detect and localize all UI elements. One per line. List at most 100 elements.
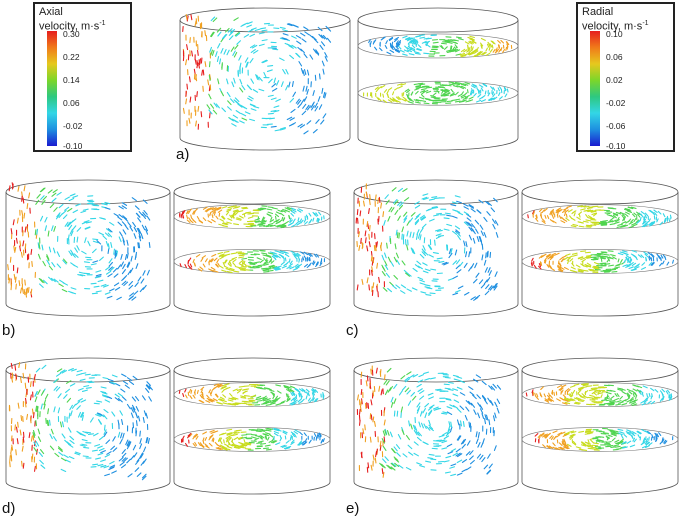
panel-a-axial-cylinder-plane-vector [301,38,307,43]
panel-e-axial-cylinder-plane-vector [390,401,394,408]
panel-a-radial-cylinder-lower-vector [430,95,436,98]
panel-c-radial-cylinder-upper-vector [633,212,638,217]
panel-e-axial-cylinder-plane-vector [395,444,401,450]
panel-d-axial-cylinder-plane-vector [35,420,38,427]
panel-b-radial-cylinder-lower-vector [189,263,193,268]
panel-b-axial-cylinder-jet-vector [22,240,25,247]
panel-c-radial-cylinder-upper-vector [622,224,629,228]
panel-c-radial-cylinder-upper-vector [580,208,586,211]
panel-d-radial-cylinder-upper-vector [240,395,246,398]
panel-e-radial-cylinder-lower-vector [621,441,627,445]
panel-a-radial-cylinder-lower-vector [448,83,455,86]
panel-a-radial-cylinder-lower-vector [488,97,494,102]
panel-e-radial-cylinder-upper-vector [570,398,576,401]
panel-e-radial-cylinder-upper-vector [562,394,567,399]
panel-b-axial-cylinder-plane-vector [148,241,151,249]
panel-e-axial-cylinder-jet-vector [379,440,382,447]
panel-e-radial-cylinder-lower-vector [552,446,558,450]
panel-a-radial-cylinder-lower-vector [386,90,389,95]
panel-e-radial-cylinder-lower-vector [611,437,616,442]
panel-d-radial-cylinder-lower-vector [272,440,278,444]
panel-d-radial-cylinder-lower-vector [301,441,307,446]
panel-b-radial-cylinder-upper-vector [213,211,216,216]
panel-c-radial-cylinder-lower-vector [648,262,653,266]
panel-c-radial-cylinder-upper-vector [640,211,645,215]
panel-c-radial-cylinder-upper-vector [610,207,617,210]
panel-e-axial-cylinder-plane-vector [389,385,393,392]
panel-d-axial-cylinder-plane-vector [143,446,147,453]
panel-b-radial-cylinder-upper-vector [186,219,191,224]
panel-c-radial-cylinder-lower-vector [559,262,562,267]
panel-c-radial-cylinder-upper-vector [620,224,627,227]
panel-a-axial-cylinder-plane-vector [318,33,323,39]
panel-d-axial-cylinder-jet-vector [22,372,25,379]
panel-d-axial-cylinder-jet-vector [14,364,17,371]
panel-b-radial-cylinder-upper-vector [265,225,272,228]
panel-c-radial-cylinder-lower-vector [617,252,624,256]
panel-b-axial-cylinder-plane-vector [142,284,147,291]
panel-d-axial-cylinder-plane-vector [104,399,111,403]
panel-c-axial-cylinder-plane-vector [432,206,439,209]
panel-a-radial-cylinder-upper-vector [500,47,503,52]
panel-c-axial-cylinder-plane-vector [492,223,496,230]
panel-a-axial-cylinder-plane-vector [242,22,248,26]
panel-e-axial-cylinder-plane-vector [405,378,411,383]
panel-d-axial-cylinder-plane-vector [53,378,59,384]
panel-a-axial-cylinder-plane-vector [249,118,256,122]
panel-b-radial-cylinder-lower-vector [188,257,192,262]
panel-d-axial-cylinder-plane-vector [122,432,125,439]
panel-c-axial-cylinder-plane-vector [419,227,424,233]
panel-e-radial-cylinder-upper-vector [604,397,611,400]
panel-e-radial-cylinder-lower-vector [534,433,539,437]
panel-a-radial-cylinder-upper-vector [497,44,500,49]
panel-b-radial-cylinder-upper-vector [211,207,217,211]
panel-d-radial-cylinder-lower-vector [299,431,303,436]
panel-a-radial-cylinder-upper-vector [410,47,416,51]
panel-c-radial-cylinder-upper-vector [540,214,543,219]
panel-c-axial-cylinder-plane-vector [399,202,404,207]
panel-c-radial-cylinder-lower-vector [651,262,655,266]
panel-b-axial-cylinder-plane-vector [138,232,142,239]
panel-c-radial-cylinder-upper-vector [585,214,589,218]
panel-e-radial-cylinder-upper-vector [650,387,655,392]
panel-b-radial-cylinder-lower-vector [257,264,264,267]
panel-d-axial-cylinder-jet-vector [33,373,36,380]
panel-b-radial-cylinder-lower-vector [179,263,182,268]
panel-b-radial-cylinder-upper-vector [211,214,214,219]
panel-a-radial-cylinder-lower-vector [460,83,467,87]
panel-e-radial-cylinder-upper-vector [578,387,584,391]
panel-a-axial-cylinder-plane-vector [295,98,300,104]
panel-a-radial-cylinder-upper-vector [455,53,462,56]
panel-e-radial-cylinder-lower-vector [644,430,650,434]
panel-a-radial-cylinder-lower-vector [440,94,447,97]
panel-a-axial-cylinder-plane-vector [249,58,254,64]
panel-b-radial-cylinder-upper-vector [303,218,307,223]
panel-d-axial-cylinder-plane-vector [110,445,116,451]
panel-a-axial-cylinder-jet-vector [200,57,203,64]
panel-d-radial-cylinder-upper-vector [302,389,306,394]
panel-c-axial-cylinder-plane-vector [443,228,450,231]
panel-c-axial-cylinder-plane-vector [462,203,469,207]
panel-d-radial-cylinder-upper-vector [215,393,219,398]
panel-a-axial-cylinder-plane-vector [231,118,238,123]
panel-b-radial-cylinder-lower-vector [268,264,275,268]
panel-a-radial-cylinder-lower-vector [428,99,435,102]
panel-e-radial-cylinder-upper-vector [569,393,573,397]
panel-b-axial-cylinder-plane-vector [51,262,56,268]
panel-a-radial-cylinder-upper-vector [467,47,471,52]
panel-d-axial-cylinder-plane-vector [87,433,95,435]
panel-b-axial-cylinder-plane-vector [134,282,139,288]
panel-d-radial-cylinder-upper-vector [307,392,310,397]
panel-e-radial-cylinder-lower-vector [619,438,624,443]
panel-b-axial-cylinder-plane-vector [37,253,41,260]
panel-b-axial-cylinder-plane-vector [117,221,123,227]
panel-a-radial-cylinder-lower-vector [415,84,422,88]
panel-b-axial-cylinder-plane-vector [90,263,97,266]
panel-a-axial-cylinder-plane-vector [282,68,286,75]
panel-e-axial-cylinder-plane-vector [455,452,461,457]
panel-c-axial-cylinder-plane-vector [483,232,487,238]
panel-a-radial-cylinder-upper-vector [459,52,466,56]
panel-b-axial-cylinder-plane-vector [129,226,134,232]
panel-e-radial-cylinder-upper-vector [543,393,547,398]
panel-e-axial-cylinder-plane-vector [407,400,412,406]
